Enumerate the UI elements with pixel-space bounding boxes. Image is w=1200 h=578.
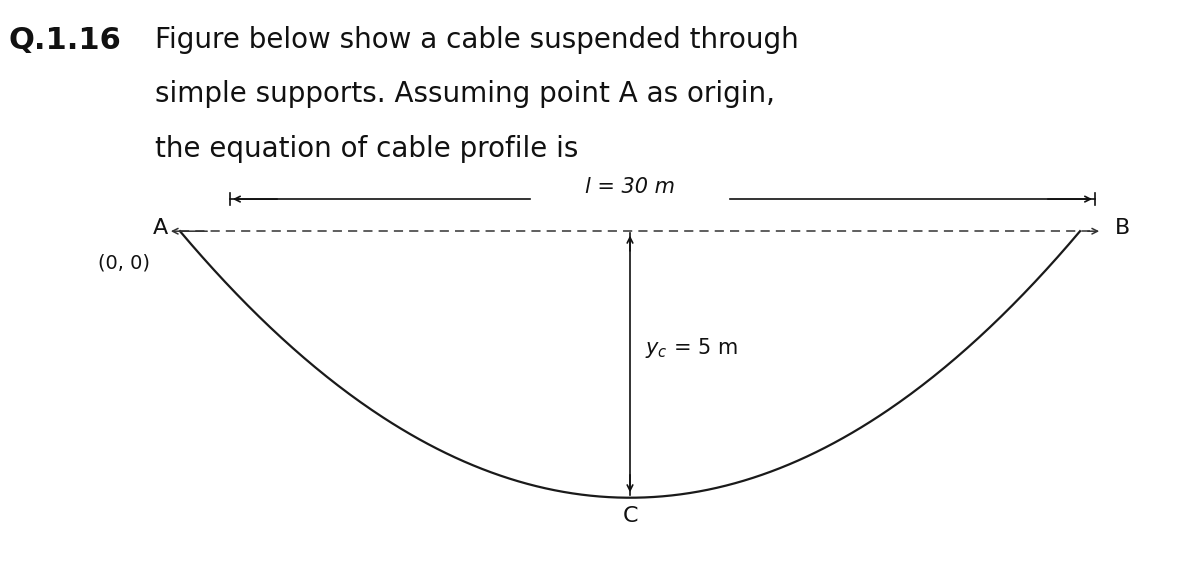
Text: Figure below show a cable suspended through: Figure below show a cable suspended thro… (155, 25, 799, 54)
Text: the equation of cable profile is: the equation of cable profile is (155, 135, 578, 163)
Text: simple supports. Assuming point A as origin,: simple supports. Assuming point A as ori… (155, 80, 775, 108)
Text: C: C (623, 506, 637, 526)
Text: A: A (152, 218, 168, 238)
Text: $y_c$ = 5 m: $y_c$ = 5 m (646, 336, 738, 361)
Text: l = 30 m: l = 30 m (586, 176, 676, 197)
Text: Q.1.16: Q.1.16 (8, 25, 121, 55)
Text: (0, 0): (0, 0) (98, 254, 150, 273)
Text: B: B (1115, 218, 1130, 238)
